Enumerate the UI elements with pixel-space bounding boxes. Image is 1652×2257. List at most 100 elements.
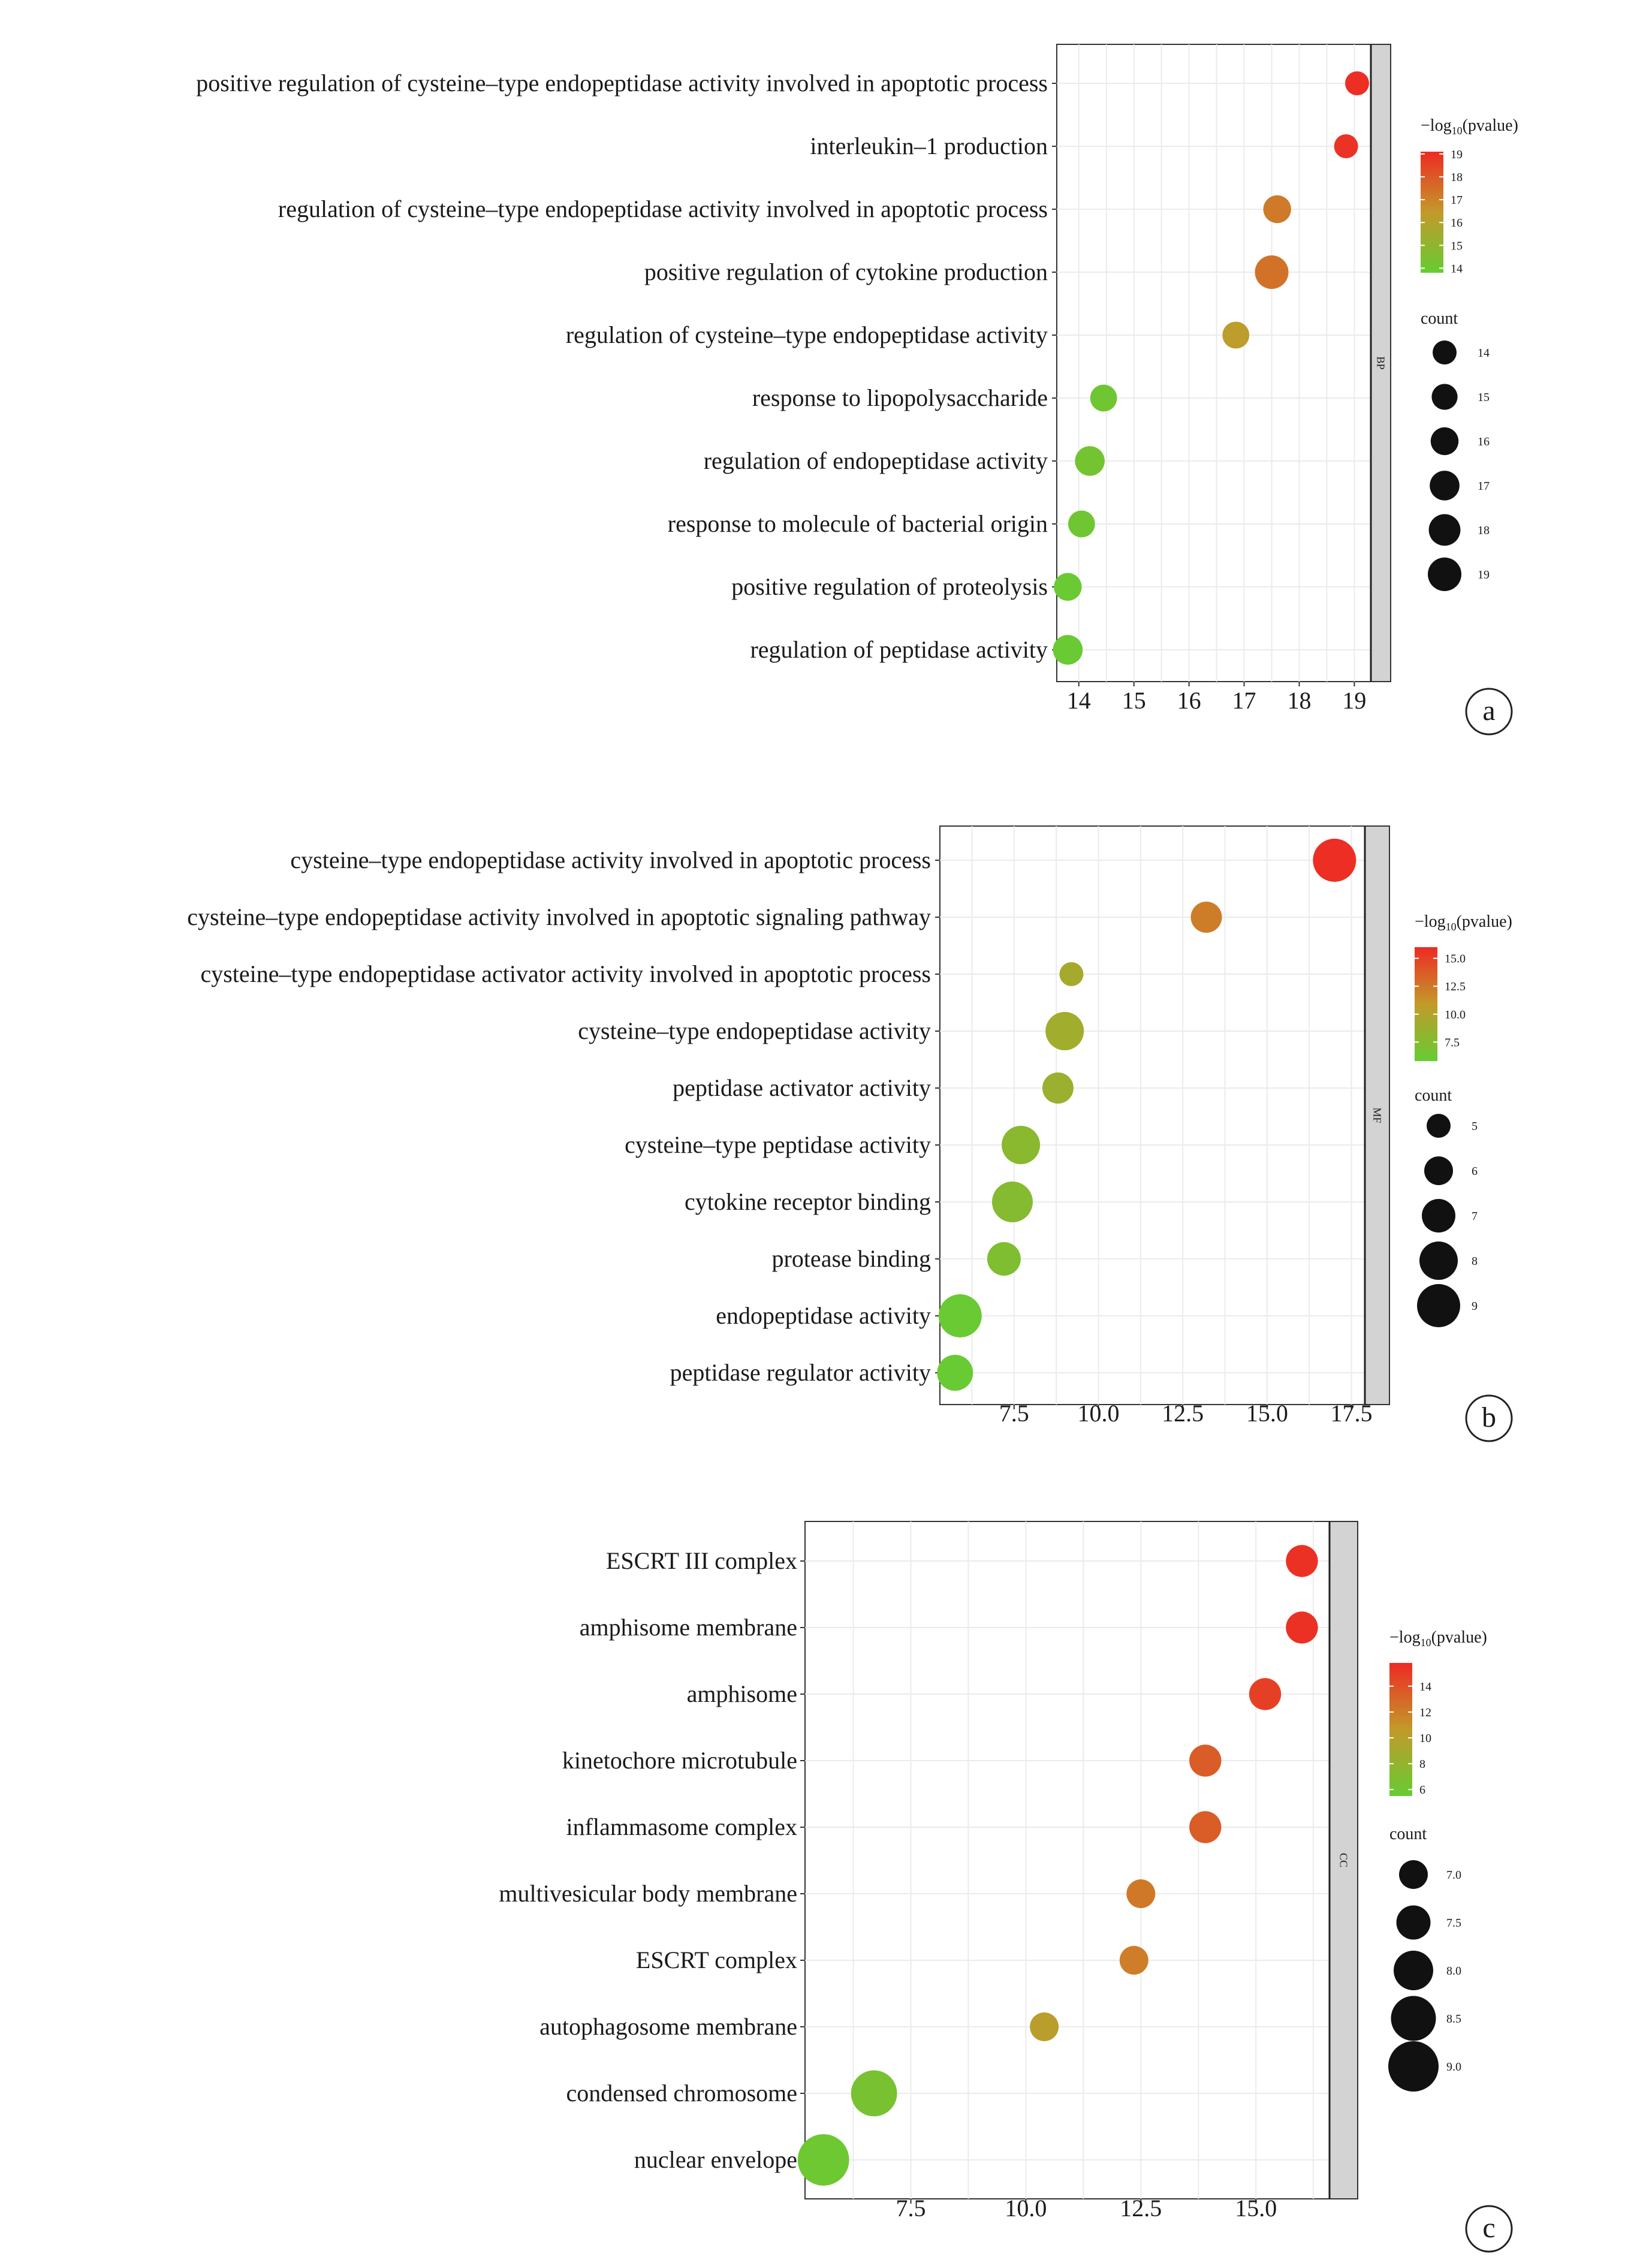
x-tick-label: 19 — [1342, 687, 1366, 714]
panel-b: MF cysteine–type endopeptidase activity i… — [187, 825, 1513, 1442]
y-tick-label: ESCRT III complex — [606, 1547, 797, 1574]
y-tick-label: positive regulation of cytokine producti… — [644, 258, 1048, 285]
y-tick-label: response to molecule of bacterial origin — [668, 510, 1048, 537]
y-tick-label: peptidase regulator activity — [670, 1359, 931, 1386]
color-legend-tick-label: 19 — [1451, 148, 1463, 161]
size-legend-circle — [1424, 1156, 1453, 1185]
size-legend-circle — [1433, 340, 1457, 364]
panel-letter-circle — [1465, 688, 1513, 736]
facet-strip-label: MF — [1371, 1107, 1383, 1123]
color-legend-title-prefix: −log — [1389, 1628, 1421, 1647]
x-tick-label: 7.5 — [999, 1400, 1029, 1427]
x-tick-label: 7.5 — [896, 2195, 926, 2222]
color-legend-tick-label: 6 — [1419, 1783, 1425, 1797]
y-tick-label: regulation of endopeptidase activity — [704, 447, 1048, 474]
data-point — [1030, 2012, 1059, 2041]
color-legend-title-suffix: (pvalue) — [1431, 1628, 1487, 1647]
data-point — [1345, 71, 1370, 95]
y-tick-label: condensed chromosome — [566, 2080, 797, 2107]
color-legend-title-sub: 10 — [1446, 921, 1457, 933]
data-point — [1255, 255, 1289, 289]
y-tick-label: cysteine–type endopeptidase activator ac… — [200, 960, 931, 987]
y-tick-label: protease binding — [772, 1245, 931, 1272]
y-tick-label: multivesicular body membrane — [499, 1880, 797, 1907]
panel-letter-circle — [1465, 2205, 1513, 2253]
y-tick-label: cysteine–type endopeptidase activity — [578, 1017, 931, 1044]
size-legend-title: count — [1389, 1825, 1427, 1843]
data-point — [797, 2134, 849, 2186]
color-legend-tick-label: 16 — [1451, 216, 1463, 230]
color-legend-tick-label: 12.5 — [1445, 980, 1466, 993]
plot-area — [1056, 44, 1371, 682]
y-tick-label: kinetochore microtubule — [562, 1747, 797, 1774]
color-legend-title: −log10(pvalue) — [1389, 1628, 1487, 1649]
y-tick-label: nuclear envelope — [634, 2146, 797, 2173]
y-tick-label: positive regulation of cysteine–type end… — [196, 70, 1048, 97]
data-point — [938, 1294, 982, 1337]
x-tick-label: 15 — [1122, 687, 1146, 714]
color-legend-tick-label: 14 — [1419, 1680, 1431, 1693]
color-bar — [1415, 947, 1437, 1061]
size-legend-tick-label: 7.0 — [1446, 1869, 1461, 1882]
x-tick-label: 10.0 — [1077, 1400, 1119, 1427]
y-tick-label: positive regulation of proteolysis — [731, 573, 1048, 600]
data-point — [991, 1182, 1033, 1222]
color-legend-tick-label: 7.5 — [1445, 1036, 1460, 1049]
color-legend-title-suffix: (pvalue) — [1463, 116, 1518, 135]
size-legend-title: count — [1421, 309, 1458, 328]
size-legend-tick-label: 6 — [1472, 1165, 1478, 1178]
y-tick-label: inflammasome complex — [566, 1813, 797, 1840]
size-legend-tick-label: 9 — [1472, 1300, 1478, 1313]
plot-area — [939, 825, 1365, 1405]
size-legend-circle — [1431, 384, 1458, 410]
data-point — [1002, 1126, 1041, 1164]
data-point — [851, 2070, 897, 2117]
size-legend-circle — [1394, 1951, 1433, 1990]
color-legend-title-prefix: −log — [1421, 116, 1452, 135]
x-tick-label: 12.5 — [1120, 2195, 1162, 2222]
panel-letter: b — [1482, 1402, 1496, 1433]
data-point — [1286, 1611, 1318, 1644]
size-legend-circle — [1417, 1284, 1460, 1327]
panel-a: BP positive regulation of cysteine–type e… — [196, 44, 1518, 736]
size-legend-circle — [1391, 1996, 1436, 2041]
y-tick-label: cytokine receptor binding — [685, 1188, 931, 1215]
x-tick-label: 17 — [1232, 687, 1256, 714]
x-tick-label: 15.0 — [1235, 2195, 1277, 2222]
size-legend-circle — [1399, 1860, 1428, 1889]
size-legend-tick-label: 7 — [1472, 1210, 1478, 1223]
size-legend-tick-label: 16 — [1478, 435, 1490, 448]
size-legend-circle — [1430, 427, 1459, 456]
color-bar — [1421, 152, 1443, 273]
color-legend-tick-label: 15.0 — [1445, 953, 1466, 966]
color-legend-tick-label: 12 — [1419, 1706, 1431, 1719]
y-tick-label: interleukin–1 production — [810, 132, 1048, 159]
size-legend-tick-label: 8 — [1472, 1255, 1478, 1268]
color-legend-tick-label: 10.0 — [1445, 1008, 1466, 1021]
color-legend-tick-label: 17 — [1451, 194, 1463, 207]
y-tick-label: amphisome — [687, 1680, 797, 1707]
y-tick-label: ESCRT complex — [636, 1946, 797, 1973]
data-point — [1126, 1879, 1156, 1908]
size-legend-circle — [1428, 558, 1461, 591]
x-tick-label: 10.0 — [1005, 2195, 1047, 2222]
color-legend-title-suffix: (pvalue) — [1457, 912, 1512, 931]
color-legend-title-prefix: −log — [1415, 912, 1446, 931]
data-point — [1090, 384, 1117, 412]
x-tick-label: 18 — [1287, 687, 1311, 714]
color-legend-tick-label: 8 — [1419, 1758, 1425, 1771]
y-tick-label: regulation of peptidase activity — [750, 636, 1048, 663]
data-point — [1042, 1072, 1074, 1104]
y-tick-label: cysteine–type peptidase activity — [625, 1131, 931, 1158]
y-tick-label: amphisome membrane — [580, 1614, 797, 1641]
size-legend-tick-label: 5 — [1472, 1120, 1478, 1133]
x-tick-label: 16 — [1177, 687, 1201, 714]
panel-c: CC ESCRT III complex amphisome membrane amp… — [499, 1521, 1513, 2253]
size-legend-tick-label: 19 — [1478, 568, 1490, 581]
data-point — [1313, 839, 1356, 882]
y-tick-label: cysteine–type endopeptidase activity inv… — [187, 903, 931, 930]
y-tick-label: autophagosome membrane — [539, 2013, 797, 2040]
size-legend-tick-label: 7.5 — [1446, 1917, 1461, 1930]
size-legend-tick-label: 15 — [1478, 391, 1490, 404]
